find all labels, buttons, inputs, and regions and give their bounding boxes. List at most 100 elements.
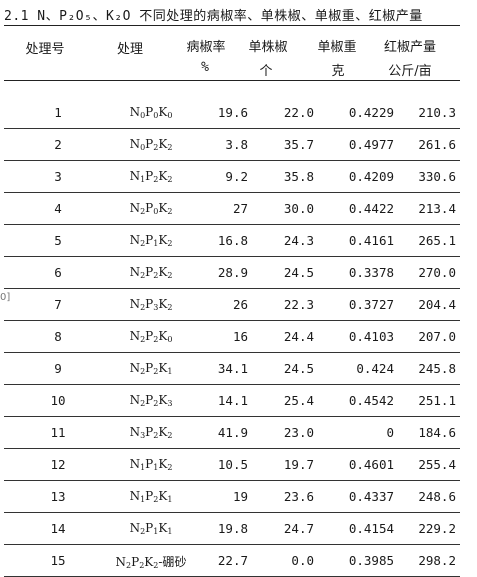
cell-single-pepper-weight: 0.4154 [348,521,394,536]
cell-peppers-per-plant: 23.6 [283,489,314,504]
cell-treatment: N3P2K2 [129,425,173,440]
table-row: 3 N1P2K2 9.2 35.8 0.4209 330.6 [4,161,460,193]
cell-treatment: N2P2K3 [129,393,173,408]
cell-treatment-number: 11 [50,425,66,440]
cell-peppers-per-plant: 23.0 [283,425,314,440]
cell-red-pepper-yield: 270.0 [418,265,456,280]
cell-peppers-per-plant: 22.3 [283,297,314,312]
header-single-pepper-weight-unit: 克 [331,64,345,79]
cell-treatment: N2P3K2 [129,297,173,312]
cell-disease-rate: 19.6 [217,105,248,120]
cell-peppers-per-plant: 24.5 [283,265,314,280]
cell-single-pepper-weight: 0.3727 [348,297,394,312]
cell-peppers-per-plant: 24.5 [283,361,314,376]
cell-treatment-number: 3 [54,169,62,184]
cell-treatment: N2P0K2 [129,201,173,216]
row-divider [4,160,460,161]
table-row: 6 N2P2K2 28.9 24.5 0.3378 270.0 [4,257,460,289]
row-divider [4,128,460,129]
header-peppers-per-plant-unit: 个 [259,64,273,79]
header-treatment: 处理 [116,42,143,57]
cell-peppers-per-plant: 24.4 [283,329,314,344]
cell-treatment-number: 13 [50,489,66,504]
cell-single-pepper-weight: 0.4977 [348,137,394,152]
cell-peppers-per-plant: 22.0 [283,105,314,120]
cell-treatment: N1P2K2 [129,169,173,184]
cell-disease-rate: 3.8 [225,137,248,152]
cell-treatment-number: 6 [54,265,62,280]
cell-treatment-number: 8 [54,329,62,344]
cell-disease-rate: 41.9 [217,425,248,440]
cell-red-pepper-yield: 210.3 [418,105,456,120]
cell-single-pepper-weight: 0.4337 [348,489,394,504]
cell-red-pepper-yield: 261.6 [418,137,456,152]
cell-red-pepper-yield: 184.6 [418,425,456,440]
cell-treatment: N0P0K0 [129,105,173,120]
cell-treatment-number: 9 [54,361,62,376]
row-divider [4,352,460,353]
cell-treatment-number: 14 [50,521,66,536]
table-row: 1 N0P0K0 19.6 22.0 0.4229 210.3 [4,97,460,129]
cell-single-pepper-weight: 0.424 [356,361,394,376]
header-disease-rate-unit: % [201,60,209,75]
cell-disease-rate: 14.1 [217,393,248,408]
cell-treatment-number: 15 [50,553,66,568]
cell-peppers-per-plant: 30.0 [283,201,314,216]
header-treatment-number: 处理号 [25,42,65,57]
row-divider [4,320,460,321]
cell-treatment-number: 12 [50,457,66,472]
cell-disease-rate: 28.9 [217,265,248,280]
cell-single-pepper-weight: 0 [386,425,394,440]
row-divider [4,288,460,289]
edge-mark: 0] [0,292,11,303]
cell-disease-rate: 27 [232,201,248,216]
cell-treatment-number: 2 [54,137,62,152]
table-row: 4 N2P0K2 27 30.0 0.4422 213.4 [4,193,460,225]
cell-disease-rate: 10.5 [217,457,248,472]
cell-single-pepper-weight: 0.4422 [348,201,394,216]
table-row: 7 N2P3K2 26 22.3 0.3727 204.4 [4,289,460,321]
cell-peppers-per-plant: 25.4 [283,393,314,408]
cell-treatment-number: 7 [54,297,62,312]
header-divider [4,80,460,81]
cell-disease-rate: 34.1 [217,361,248,376]
header-red-pepper-yield-unit: 公斤/亩 [388,64,432,79]
header-peppers-per-plant: 单株椒 [248,40,288,55]
cell-treatment: N2P2K0 [129,329,173,344]
cell-disease-rate: 19.8 [217,521,248,536]
cell-treatment: N2P2K2-硼砂 [115,555,187,570]
cell-red-pepper-yield: 245.8 [418,361,456,376]
row-divider [4,224,460,225]
cell-disease-rate: 16.8 [217,233,248,248]
cell-single-pepper-weight: 0.4161 [348,233,394,248]
cell-disease-rate: 16 [232,329,248,344]
cell-peppers-per-plant: 35.8 [283,169,314,184]
cell-red-pepper-yield: 213.4 [418,201,456,216]
cell-single-pepper-weight: 0.4542 [348,393,394,408]
header-single-pepper-weight: 单椒重 [317,40,357,55]
table-row: 12 N1P1K2 10.5 19.7 0.4601 255.4 [4,449,460,481]
cell-single-pepper-weight: 0.4229 [348,105,394,120]
cell-single-pepper-weight: 0.3378 [348,265,394,280]
cell-red-pepper-yield: 330.6 [418,169,456,184]
cell-treatment: N1P1K2 [129,457,173,472]
cell-single-pepper-weight: 0.3985 [348,553,394,568]
row-divider [4,192,460,193]
cell-red-pepper-yield: 204.4 [418,297,456,312]
cell-disease-rate: 26 [232,297,248,312]
cell-red-pepper-yield: 248.6 [418,489,456,504]
table-title: 2.1 N、P₂O₅、K₂O 不同处理的病椒率、单株椒、单椒重、红椒产量 [4,9,423,24]
table-row: 2 N0P2K2 3.8 35.7 0.4977 261.6 [4,129,460,161]
header-disease-rate: 病椒率 [186,40,226,55]
row-divider [4,416,460,417]
cell-peppers-per-plant: 24.7 [283,521,314,536]
row-divider [4,480,460,481]
cell-red-pepper-yield: 229.2 [418,521,456,536]
cell-treatment: N2P2K2 [129,265,173,280]
cell-single-pepper-weight: 0.4209 [348,169,394,184]
cell-treatment-number: 10 [50,393,66,408]
cell-peppers-per-plant: 35.7 [283,137,314,152]
cell-red-pepper-yield: 255.4 [418,457,456,472]
cell-red-pepper-yield: 298.2 [418,553,456,568]
cell-single-pepper-weight: 0.4601 [348,457,394,472]
